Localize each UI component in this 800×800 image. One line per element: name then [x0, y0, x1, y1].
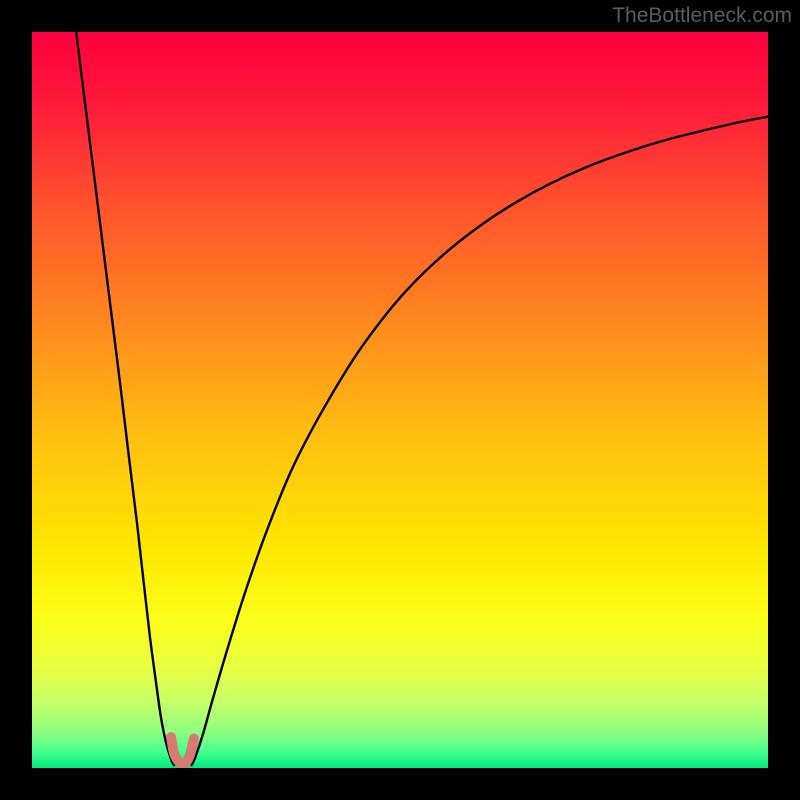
watermark-text: TheBottleneck.com: [612, 4, 792, 28]
chart-stage: TheBottleneck.com: [0, 0, 800, 800]
bottleneck-chart: [0, 0, 800, 800]
